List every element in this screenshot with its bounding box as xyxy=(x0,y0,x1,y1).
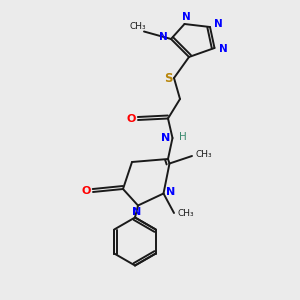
Text: N: N xyxy=(161,133,170,143)
Text: S: S xyxy=(164,71,172,85)
Text: N: N xyxy=(132,207,141,217)
Text: O: O xyxy=(127,113,136,124)
Text: N: N xyxy=(214,19,223,29)
Text: CH₃: CH₃ xyxy=(130,22,146,31)
Text: H: H xyxy=(179,132,187,142)
Text: CH₃: CH₃ xyxy=(195,150,212,159)
Text: O: O xyxy=(82,185,91,196)
Text: N: N xyxy=(182,12,190,22)
Text: N: N xyxy=(159,32,168,42)
Text: CH₃: CH₃ xyxy=(178,208,194,217)
Text: N: N xyxy=(218,44,227,55)
Text: N: N xyxy=(167,187,176,197)
